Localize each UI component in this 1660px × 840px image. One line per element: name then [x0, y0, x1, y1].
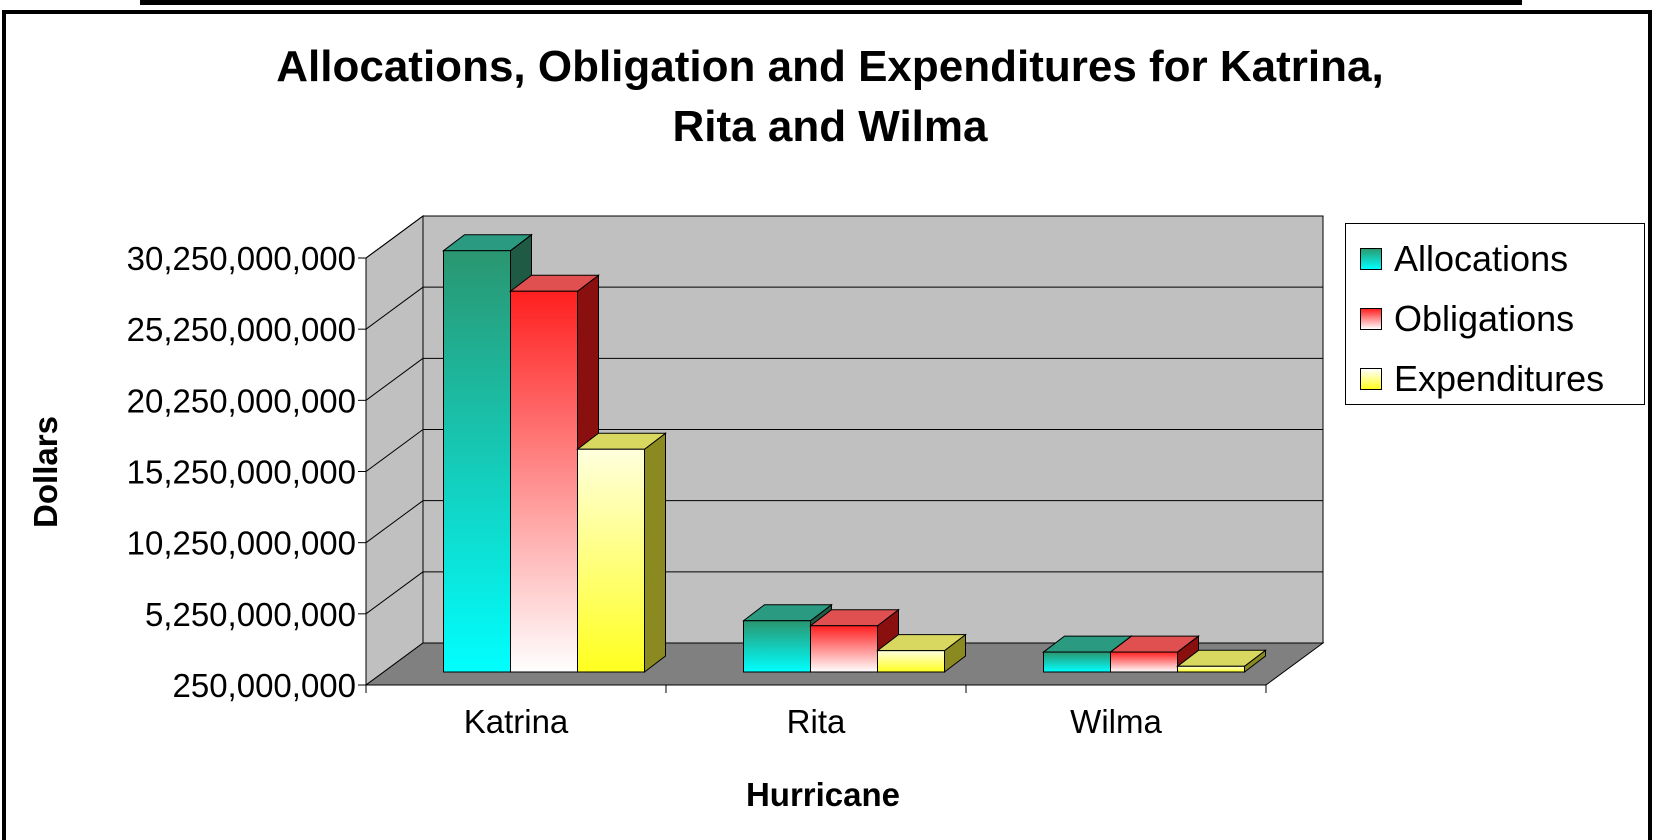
legend-label-expenditures: Expenditures — [1394, 358, 1605, 399]
top-rule — [140, 0, 1522, 5]
legend-swatch-obligations — [1360, 308, 1382, 330]
bar-side-expenditures — [644, 432, 666, 674]
y-tick-label: 30,250,000,000 — [127, 240, 356, 277]
legend-item-allocations: Allocations — [1360, 239, 1568, 279]
y-axis-title: Dollars — [27, 416, 64, 528]
bar-expenditures-wilma — [1177, 665, 1245, 673]
legend-item-obligations: Obligations — [1360, 299, 1574, 339]
chart-title-line-2: Rita and Wilma — [672, 102, 988, 151]
bar-allocations-wilma — [1043, 651, 1111, 673]
x-tick-label: Wilma — [1070, 703, 1162, 740]
chart-title-line-1: Allocations, Obligation and Expenditures… — [276, 42, 1384, 91]
gridline-side — [365, 215, 424, 259]
legend: Allocations Obligations Expenditures — [1345, 223, 1645, 405]
legend-swatch-expenditures — [1360, 368, 1382, 390]
y-tick-label: 250,000,000 — [172, 667, 356, 704]
gridline-side — [365, 500, 424, 544]
legend-label-allocations: Allocations — [1394, 238, 1569, 279]
legend-item-expenditures: Expenditures — [1360, 359, 1604, 399]
y-tick-label: 15,250,000,000 — [127, 454, 356, 491]
gridline-side — [365, 429, 424, 472]
bar-expenditures-katrina — [577, 448, 645, 673]
legend-swatch-allocations — [1360, 248, 1382, 270]
legend-label-obligations: Obligations — [1394, 298, 1575, 339]
y-tick-label: 10,250,000,000 — [127, 525, 356, 562]
gridline-side — [365, 357, 424, 401]
gridline-side — [365, 286, 424, 330]
x-tick-label: Rita — [787, 703, 846, 740]
y-tick-label: 20,250,000,000 — [127, 382, 356, 419]
bar-expenditures-rita — [877, 650, 945, 673]
y-tick-label: 5,250,000,000 — [145, 596, 356, 633]
y-tick-label: 25,250,000,000 — [127, 311, 356, 348]
gridline-side — [365, 571, 424, 615]
bar-obligations-katrina — [510, 290, 578, 673]
x-axis-title: Hurricane — [745, 776, 901, 813]
bar-allocations-katrina — [443, 250, 511, 673]
bar-allocations-rita — [743, 620, 811, 673]
x-tick-label: Katrina — [464, 703, 569, 740]
bar-obligations-wilma — [1110, 651, 1178, 673]
bar-obligations-rita — [810, 625, 878, 673]
